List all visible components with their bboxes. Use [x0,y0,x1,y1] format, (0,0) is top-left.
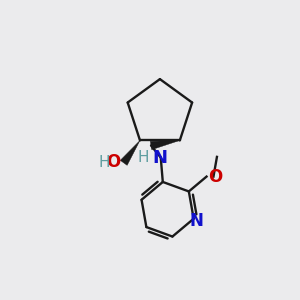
Text: H: H [138,150,149,165]
Text: N: N [152,148,167,166]
Polygon shape [150,140,180,150]
Text: N: N [189,212,203,230]
Text: H: H [98,154,110,169]
Polygon shape [120,140,140,165]
Text: O: O [208,168,222,186]
Text: O: O [106,153,121,171]
